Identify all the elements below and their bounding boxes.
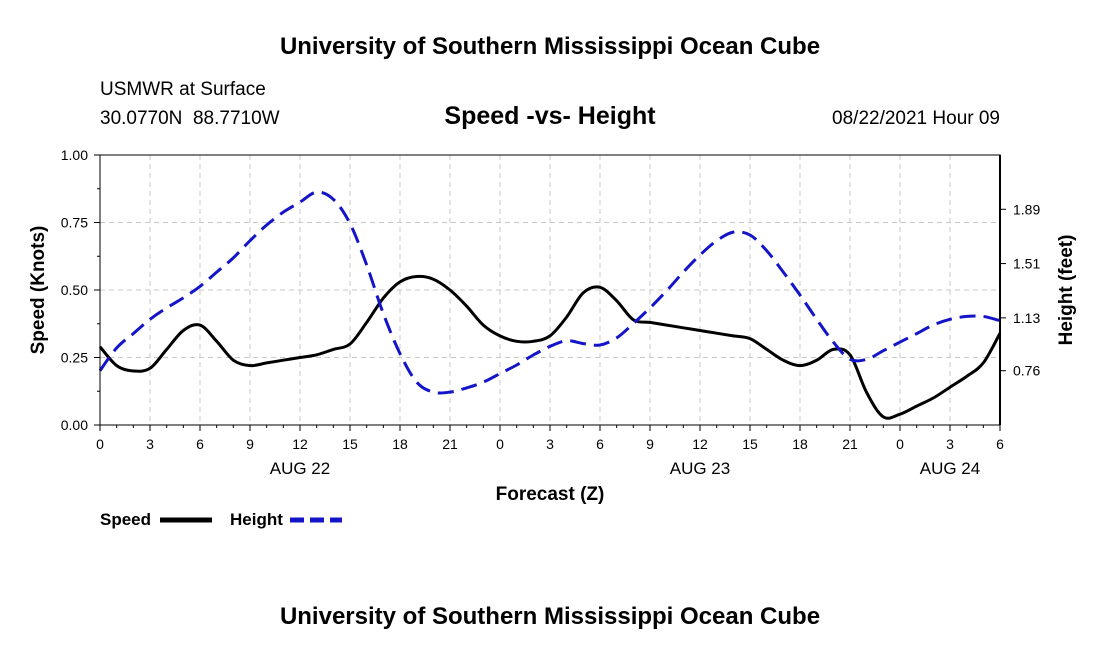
x-tick-label: 12 xyxy=(692,436,708,452)
y-tick-label: 0.25 xyxy=(61,350,88,366)
y2-axis: 0.76 1.13 1.51 1.89 xyxy=(1000,201,1040,378)
x-tick-label: 6 xyxy=(596,436,604,452)
y2-tick-label: 1.89 xyxy=(1013,201,1040,217)
y-tick-label: 1.00 xyxy=(61,147,88,163)
chart: University of Southern Mississippi Ocean… xyxy=(0,0,1100,650)
x-tick-label: 6 xyxy=(196,436,204,452)
chart-title: Speed -vs- Height xyxy=(444,102,656,130)
date-label: AUG 23 xyxy=(670,459,730,478)
x-tick-label: 0 xyxy=(96,436,104,452)
x-axis-title: Forecast (Z) xyxy=(496,484,605,505)
legend-label-speed: Speed xyxy=(100,510,151,529)
x-tick-label: 15 xyxy=(342,436,358,452)
y-axis: 0.00 0.25 0.50 0.75 1.00 xyxy=(61,147,100,433)
y-tick-label: 0.00 xyxy=(61,417,88,433)
x-tick-label: 9 xyxy=(646,436,654,452)
y-axis-title: Speed (Knots) xyxy=(28,226,49,355)
x-tick-label: 0 xyxy=(496,436,504,452)
x-tick-label: 3 xyxy=(546,436,554,452)
coords-label: 30.0770N 88.7710W xyxy=(100,108,280,129)
x-tick-label: 21 xyxy=(442,436,458,452)
x-tick-label: 18 xyxy=(792,436,808,452)
y2-tick-label: 0.76 xyxy=(1013,363,1040,379)
y2-tick-label: 1.13 xyxy=(1013,310,1040,326)
date-label: AUG 24 xyxy=(920,459,980,478)
x-tick-label: 3 xyxy=(946,436,954,452)
grid xyxy=(100,155,1000,425)
x-tick-label: 0 xyxy=(896,436,904,452)
x-tick-label: 9 xyxy=(246,436,254,452)
x-tick-label: 12 xyxy=(292,436,308,452)
top-title: University of Southern Mississippi Ocean… xyxy=(280,33,820,60)
y-tick-label: 0.50 xyxy=(61,282,88,298)
bottom-title: University of Southern Mississippi Ocean… xyxy=(280,603,820,630)
x-tick-label: 15 xyxy=(742,436,758,452)
x-tick-label: 21 xyxy=(842,436,858,452)
x-tick-label: 6 xyxy=(996,436,1004,452)
x-tick-label: 18 xyxy=(392,436,408,452)
legend-label-height: Height xyxy=(230,510,283,529)
station-label: USMWR at Surface xyxy=(100,79,266,100)
y2-axis-title: Height (feet) xyxy=(1056,235,1077,346)
date-label: 08/22/2021 Hour 09 xyxy=(832,108,1000,129)
legend: Speed Height xyxy=(100,510,342,529)
y-tick-label: 0.75 xyxy=(61,215,88,231)
y2-tick-label: 1.51 xyxy=(1013,256,1040,272)
x-tick-label: 3 xyxy=(146,436,154,452)
x-axis: 0 3 6 9 12 15 18 21 0 3 6 9 12 15 18 21 0 3 6 AUG 22 AUG 23 A… xyxy=(96,425,1004,478)
date-label: AUG 22 xyxy=(270,459,330,478)
